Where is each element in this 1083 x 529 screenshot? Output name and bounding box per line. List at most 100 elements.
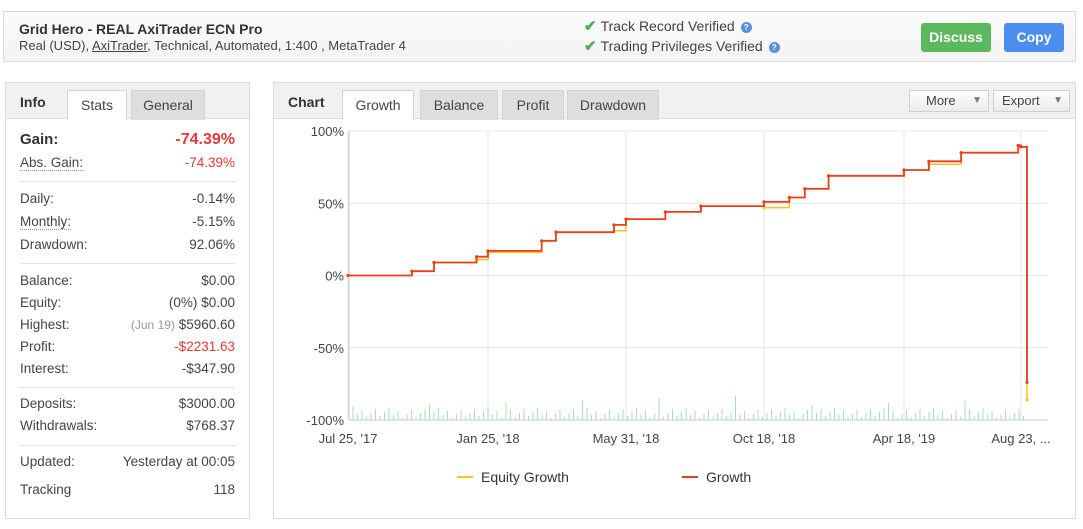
legend-equity[interactable]: Equity Growth: [457, 469, 569, 485]
x-tick-label: Jul 25, '17: [319, 431, 378, 446]
balance-value: $0.00: [201, 273, 235, 288]
tab-balance[interactable]: Balance: [420, 90, 498, 120]
growth-swatch: [682, 476, 698, 478]
highest-value-group: (Jun 19) $5960.60: [131, 317, 235, 332]
info-title: Info: [20, 94, 46, 110]
export-label: Export: [1002, 93, 1040, 108]
tab-stats[interactable]: Stats: [67, 90, 127, 120]
tracking-label: Tracking: [20, 482, 72, 497]
data-point: [624, 217, 628, 221]
data-point: [803, 187, 807, 191]
data-point: [432, 260, 436, 265]
divider: [20, 445, 235, 446]
abs-gain-label[interactable]: Abs. Gain:: [20, 155, 84, 171]
tracking-value: 118: [213, 482, 235, 497]
equity-label: Equity:: [20, 295, 62, 310]
deposits-row: Deposits: $3000.00: [20, 396, 235, 416]
data-point: [699, 204, 703, 208]
monthly-row: Monthly: -5.15%: [20, 214, 235, 234]
broker-link[interactable]: AxiTrader: [91, 38, 148, 53]
help-icon[interactable]: ?: [768, 42, 780, 53]
data-point: [927, 159, 931, 163]
highest-date: (Jun 19): [130, 318, 175, 332]
export-dropdown[interactable]: Export ▼: [993, 90, 1070, 112]
y-tick-label: 0%: [325, 269, 344, 284]
updated-value: Yesterday at 00:05: [122, 454, 235, 469]
legend-growth[interactable]: Growth: [682, 469, 751, 485]
gain-value: -74.39%: [175, 131, 235, 148]
data-point: [762, 200, 766, 204]
abs-gain-value: -74.39%: [184, 155, 235, 170]
drawdown-row: Drawdown: 92.06%: [20, 237, 235, 257]
tracking-row: Tracking 118: [20, 482, 235, 502]
deposits-value: $3000.00: [178, 396, 235, 411]
interest-row: Interest: -$347.90: [20, 361, 235, 381]
trading-privileges-verified: ✔ Trading Privileges Verified?: [584, 37, 780, 55]
daily-row: Daily: -0.14%: [20, 191, 235, 211]
profit-row: Profit: -$2231.63: [20, 339, 235, 359]
chart-title: Chart: [288, 94, 325, 110]
series-line-equity-growth: [348, 144, 1028, 400]
legend-equity-label: Equity Growth: [481, 469, 569, 485]
data-point: [827, 174, 831, 178]
info-panel: Info Stats General Gain: -74.39% Abs. Ga…: [5, 82, 250, 519]
y-tick-label: -50%: [314, 341, 345, 356]
highest-row: Highest: (Jun 19) $5960.60: [20, 317, 235, 337]
monthly-label[interactable]: Monthly:: [20, 214, 72, 230]
highest-value: $5960.60: [178, 317, 235, 332]
copy-button[interactable]: Copy: [1004, 23, 1064, 52]
page-title: Grid Hero - REAL AxiTrader ECN Pro: [19, 21, 263, 37]
data-point: [1025, 380, 1029, 385]
gain-label: Gain:: [20, 131, 59, 148]
divider: [20, 387, 235, 388]
data-point: [540, 239, 544, 243]
equity-swatch: [457, 476, 473, 478]
daily-value: -0.14%: [192, 191, 235, 206]
x-tick-label: Oct 18, '18: [733, 431, 795, 446]
more-label: More: [926, 93, 956, 108]
withdrawals-label: Withdrawals:: [20, 418, 98, 433]
subtitle-prefix: Real (USD),: [19, 38, 90, 53]
y-tick-label: 50%: [318, 196, 344, 211]
info-tabbar: Info Stats General: [6, 83, 249, 120]
data-point: [959, 151, 963, 155]
withdrawals-row: Withdrawals: $768.37: [20, 418, 235, 438]
chevron-down-icon: ▼: [1053, 95, 1063, 106]
balance-label: Balance:: [20, 273, 73, 288]
y-tick-label: -100%: [306, 413, 344, 428]
data-point: [663, 210, 668, 214]
equity-pct: (0%): [168, 295, 198, 310]
tab-growth[interactable]: Growth: [342, 90, 414, 120]
check-icon: ✔: [584, 18, 597, 35]
equity-row: Equity: (0%) $0.00: [20, 295, 235, 315]
trading-privileges-label: Trading Privileges Verified: [600, 38, 763, 54]
updated-label: Updated:: [20, 454, 75, 469]
profit-label: Profit:: [20, 339, 56, 354]
growth-chart[interactable]: 100% 50% 0% -50% -100% Jul 25, '17 Jan 25, '18…: [274, 83, 1075, 518]
abs-gain-row: Abs. Gain: -74.39%: [20, 155, 235, 175]
data-point: [1025, 398, 1029, 402]
profit-value: -$2231.63: [174, 339, 235, 354]
help-icon[interactable]: ?: [740, 22, 752, 33]
more-dropdown[interactable]: More ▼: [909, 90, 989, 112]
discuss-button[interactable]: Discuss: [921, 23, 991, 52]
data-point: [554, 230, 558, 234]
divider: [20, 181, 235, 182]
data-point: [612, 223, 616, 227]
tab-drawdown[interactable]: Drawdown: [567, 90, 659, 120]
tab-general[interactable]: General: [131, 90, 205, 120]
x-tick-label: Aug 23, ...: [991, 431, 1050, 446]
account-subtitle: Real (USD), AxiTrader, Technical, Automa…: [19, 38, 406, 53]
tab-profit[interactable]: Profit: [502, 90, 564, 120]
withdrawals-value: $768.37: [186, 418, 235, 433]
account-header: Grid Hero - REAL AxiTrader ECN Pro Real …: [3, 11, 1076, 62]
daily-label: Daily:: [20, 191, 54, 206]
track-record-label: Track Record Verified: [600, 18, 735, 34]
monthly-value: -5.15%: [192, 214, 235, 229]
x-tick-label: Apr 18, '19: [873, 431, 935, 446]
data-point: [474, 255, 479, 259]
chevron-down-icon: ▼: [972, 95, 982, 106]
chart-tabbar: Chart Growth Balance Profit Drawdown Mor…: [274, 83, 1075, 120]
data-point: [346, 273, 350, 278]
data-point: [1016, 143, 1020, 148]
